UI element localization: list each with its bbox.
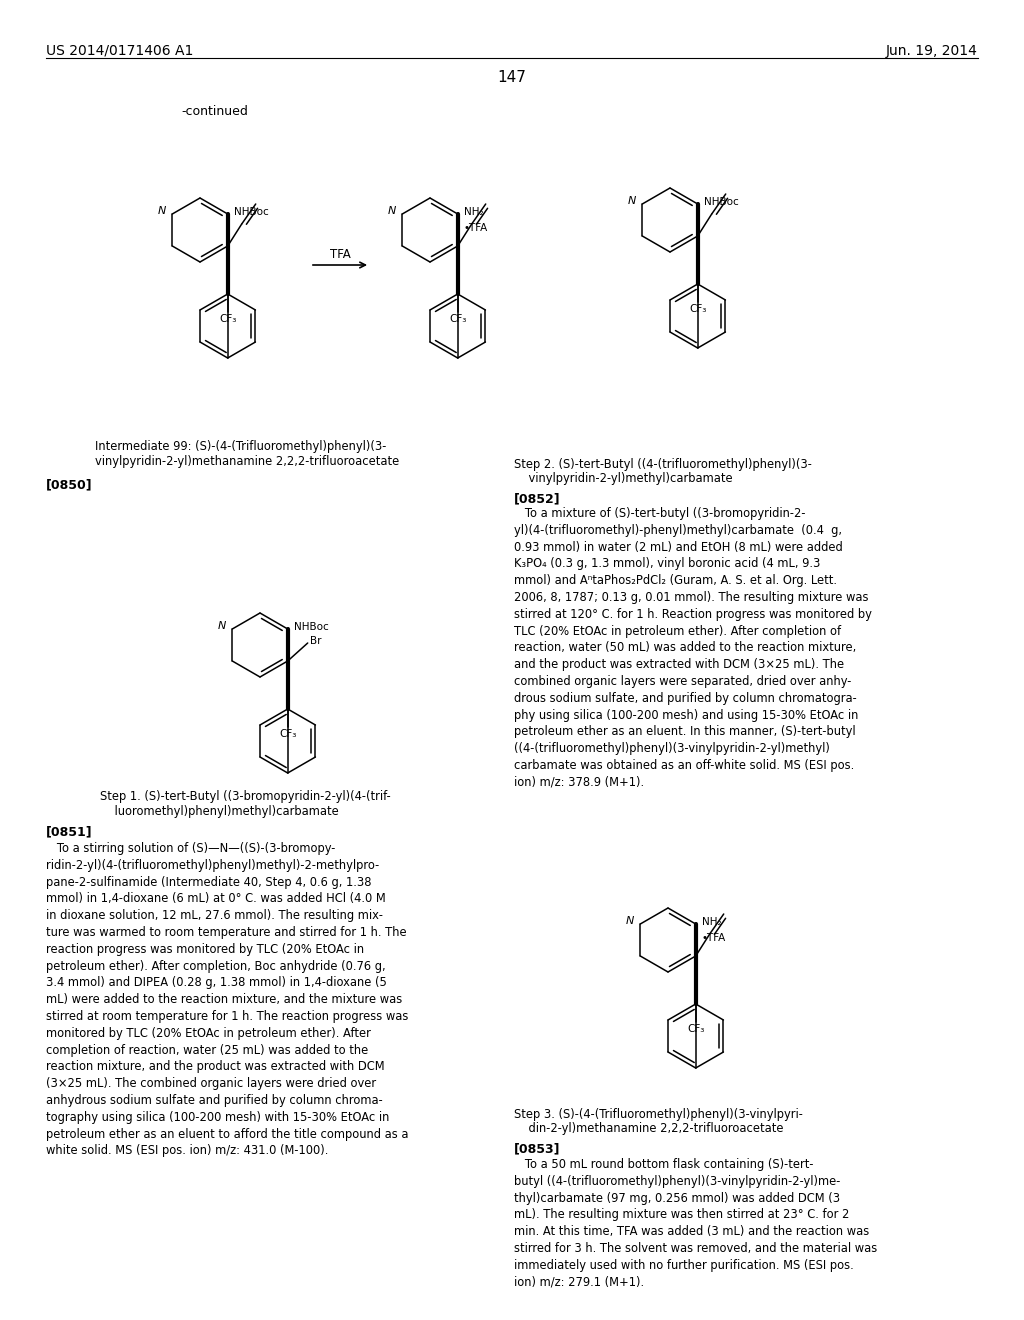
- Text: •TFA: •TFA: [701, 933, 726, 942]
- Text: Intermediate 99: (S)-(4-(Trifluoromethyl)phenyl)(3-: Intermediate 99: (S)-(4-(Trifluoromethyl…: [95, 440, 386, 453]
- Text: •TFA: •TFA: [464, 223, 488, 234]
- Text: N: N: [218, 620, 226, 631]
- Text: Step 3. (S)-(4-(Trifluoromethyl)phenyl)(3-vinylpyri-: Step 3. (S)-(4-(Trifluoromethyl)phenyl)(…: [514, 1107, 803, 1121]
- Text: Step 1. (S)-tert-Butyl ((3-bromopyridin-2-yl)(4-(trif-: Step 1. (S)-tert-Butyl ((3-bromopyridin-…: [100, 789, 391, 803]
- Text: NHBoc: NHBoc: [294, 622, 329, 632]
- Text: To a stirring solution of (S)—N—((S)-(3-bromopy-
ridin-2-yl)(4-(trifluoromethyl): To a stirring solution of (S)—N—((S)-(3-…: [46, 842, 409, 1158]
- Text: CF₃: CF₃: [687, 1024, 705, 1034]
- Text: Jun. 19, 2014: Jun. 19, 2014: [886, 44, 978, 58]
- Text: NHBoc: NHBoc: [233, 207, 268, 216]
- Text: [0852]: [0852]: [514, 492, 560, 506]
- Text: [0850]: [0850]: [46, 478, 92, 491]
- Text: To a 50 mL round bottom flask containing (S)-tert-
butyl ((4-(trifluoromethyl)ph: To a 50 mL round bottom flask containing…: [514, 1158, 878, 1288]
- Text: N: N: [158, 206, 167, 216]
- Text: CF₃: CF₃: [689, 304, 707, 314]
- Text: [0851]: [0851]: [46, 825, 92, 838]
- Text: Br: Br: [309, 636, 322, 645]
- Text: To a mixture of (S)-tert-butyl ((3-bromopyridin-2-
yl)(4-(trifluoromethyl)-pheny: To a mixture of (S)-tert-butyl ((3-bromo…: [514, 507, 871, 789]
- Text: CF₃: CF₃: [279, 729, 296, 739]
- Text: vinylpyridin-2-yl)methyl)carbamate: vinylpyridin-2-yl)methyl)carbamate: [514, 473, 732, 484]
- Text: US 2014/0171406 A1: US 2014/0171406 A1: [46, 44, 194, 58]
- Text: [0853]: [0853]: [514, 1142, 560, 1155]
- Text: CF₃: CF₃: [219, 314, 237, 323]
- Text: N: N: [628, 195, 637, 206]
- Text: N: N: [388, 206, 396, 216]
- Text: NHBoc: NHBoc: [703, 197, 738, 207]
- Text: CF₃: CF₃: [450, 314, 466, 323]
- Text: vinylpyridin-2-yl)methanamine 2,2,2-trifluoroacetate: vinylpyridin-2-yl)methanamine 2,2,2-trif…: [95, 455, 399, 469]
- Text: TFA: TFA: [330, 248, 350, 261]
- Text: N: N: [626, 916, 635, 927]
- Text: luoromethyl)phenyl)methyl)carbamate: luoromethyl)phenyl)methyl)carbamate: [100, 805, 339, 818]
- Text: Step 2. (S)-tert-Butyl ((4-(trifluoromethyl)phenyl)(3-: Step 2. (S)-tert-Butyl ((4-(trifluoromet…: [514, 458, 812, 471]
- Text: din-2-yl)methanamine 2,2,2-trifluoroacetate: din-2-yl)methanamine 2,2,2-trifluoroacet…: [514, 1122, 783, 1135]
- Text: NH₂: NH₂: [701, 917, 721, 927]
- Text: 147: 147: [498, 70, 526, 84]
- Text: NH₂: NH₂: [464, 207, 483, 216]
- Text: -continued: -continued: [181, 106, 249, 117]
